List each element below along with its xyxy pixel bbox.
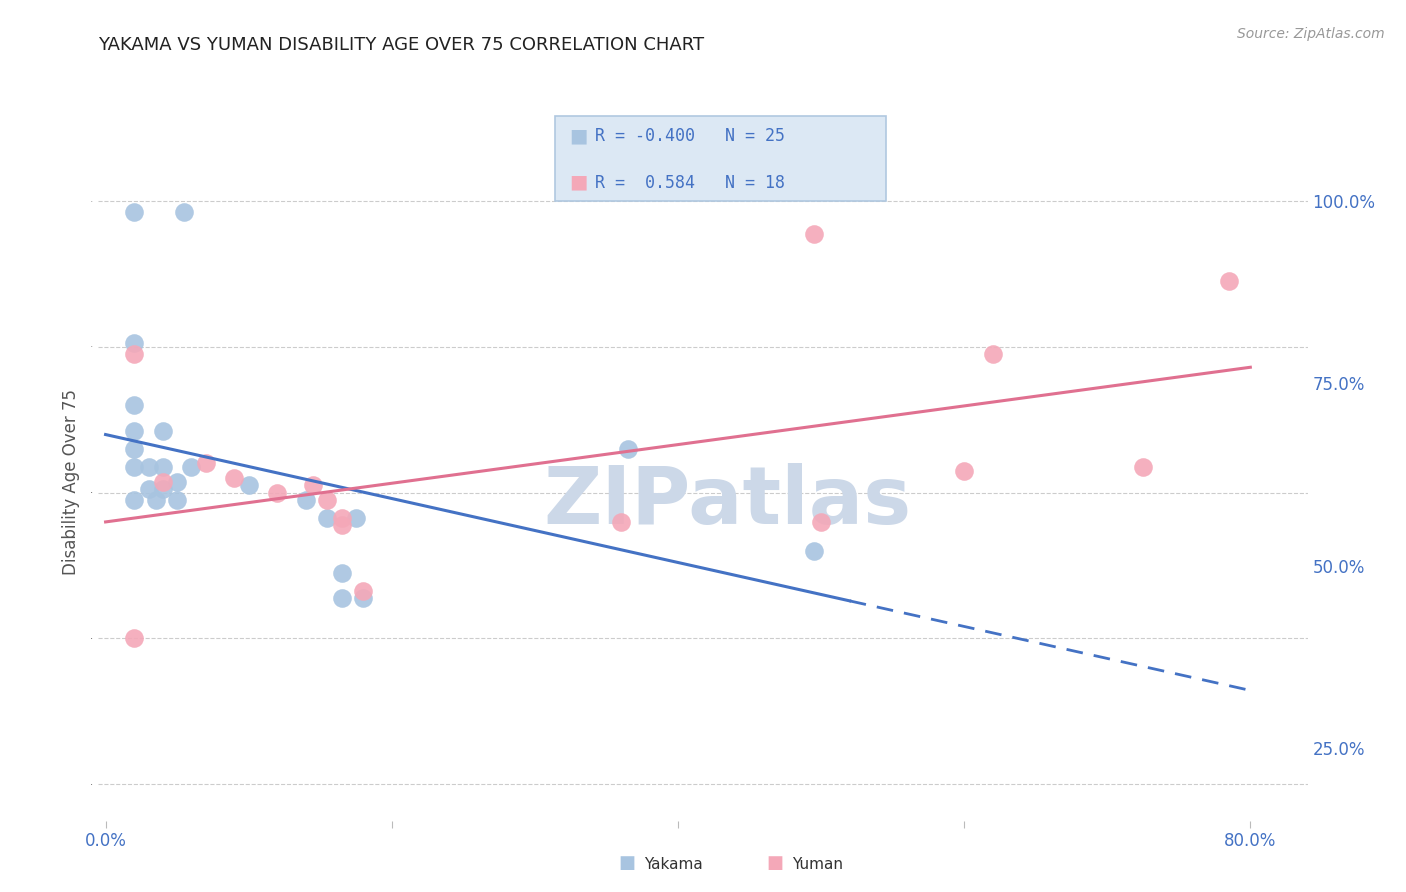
Point [617, 442, 640, 456]
Point [295, 492, 318, 507]
Point [981, 347, 1004, 361]
Point [122, 205, 145, 219]
Point [173, 205, 195, 219]
Point [152, 475, 174, 489]
Text: ■: ■ [569, 127, 588, 145]
Point [145, 492, 167, 507]
Point [122, 442, 145, 456]
Text: Yuman: Yuman [792, 857, 842, 872]
Point [238, 478, 260, 492]
Point [166, 492, 188, 507]
Point [166, 475, 188, 489]
Point [330, 591, 353, 606]
Point [352, 584, 374, 599]
Point [330, 511, 353, 525]
Text: R = -0.400   N = 25: R = -0.400 N = 25 [595, 127, 785, 145]
Point [194, 457, 217, 471]
Point [122, 632, 145, 646]
Point [138, 482, 160, 496]
Point [316, 511, 339, 525]
Text: R =  0.584   N = 18: R = 0.584 N = 18 [595, 174, 785, 192]
Point [1132, 460, 1154, 475]
Point [122, 398, 145, 412]
Text: ■: ■ [619, 855, 636, 872]
Point [352, 591, 374, 606]
Point [122, 424, 145, 438]
Point [803, 544, 825, 558]
Point [122, 460, 145, 475]
Point [344, 511, 367, 525]
Text: ■: ■ [766, 855, 783, 872]
Point [330, 518, 353, 533]
Point [122, 492, 145, 507]
Text: ■: ■ [569, 173, 588, 192]
Point [122, 347, 145, 361]
Point [266, 485, 288, 500]
Text: Source: ZipAtlas.com: Source: ZipAtlas.com [1237, 27, 1385, 41]
Point [1218, 274, 1240, 288]
Point [302, 478, 325, 492]
Text: Yakama: Yakama [644, 857, 703, 872]
Point [224, 471, 246, 485]
Point [152, 460, 174, 475]
Point [152, 424, 174, 438]
Point [330, 566, 353, 580]
Point [803, 227, 825, 241]
Point [122, 336, 145, 351]
Text: YAKAMA VS YUMAN DISABILITY AGE OVER 75 CORRELATION CHART: YAKAMA VS YUMAN DISABILITY AGE OVER 75 C… [98, 36, 704, 54]
Point [138, 460, 160, 475]
Y-axis label: Disability Age Over 75: Disability Age Over 75 [62, 389, 80, 574]
Point [810, 515, 832, 529]
Text: ZIPatlas: ZIPatlas [543, 463, 911, 541]
Point [152, 482, 174, 496]
Point [316, 492, 339, 507]
Point [180, 460, 202, 475]
Point [609, 515, 631, 529]
Point [953, 464, 976, 478]
